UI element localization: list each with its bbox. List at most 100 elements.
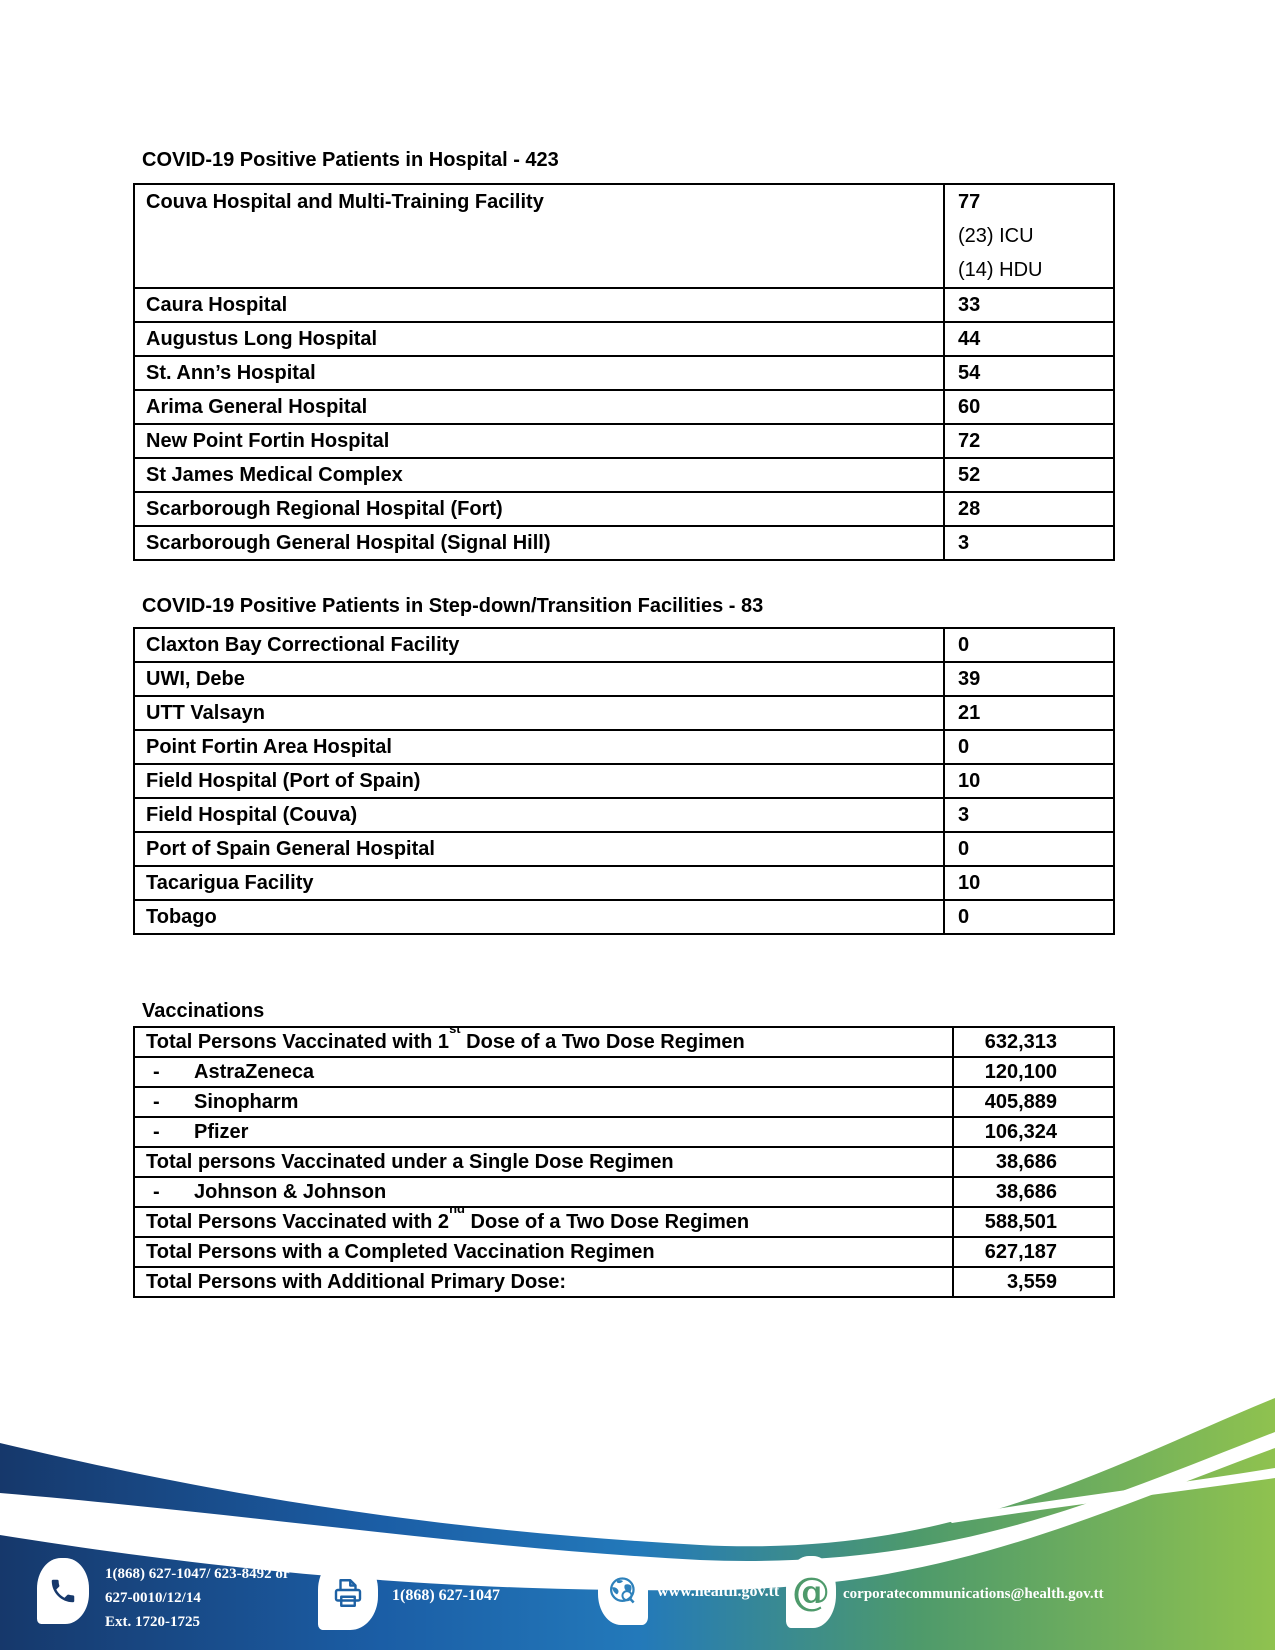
table-row: UTT Valsayn 21 <box>133 695 1115 731</box>
phone-numbers: 1(868) 627-1047/ 623-8492 or 627-0010/12… <box>105 1562 290 1634</box>
row-value: 3 <box>958 803 970 826</box>
row-value: 21 <box>958 701 981 724</box>
row-label-cell: Arima General Hospital <box>133 389 945 425</box>
row-value: 52 <box>958 463 981 486</box>
table-row: - Pfizer 106,324 <box>133 1116 1115 1148</box>
table-row: St James Medical Complex 52 <box>133 457 1115 493</box>
table-row: Caura Hospital 33 <box>133 287 1115 323</box>
row-label-cell: Tacarigua Facility <box>133 865 945 901</box>
table-row: Point Fortin Area Hospital 0 <box>133 729 1115 765</box>
table-row: Field Hospital (Port of Spain) 10 <box>133 763 1115 799</box>
row-label-cell: - Sinopharm <box>133 1086 954 1118</box>
row-label-cell: Augustus Long Hospital <box>133 321 945 357</box>
row-value: 39 <box>958 667 981 690</box>
table-row: Total Persons Vaccinated with 2nd Dose o… <box>133 1206 1115 1238</box>
email-icon: @ <box>786 1556 836 1628</box>
row-bullet: - <box>153 1090 160 1113</box>
row-label-cell: UTT Valsayn <box>133 695 945 731</box>
row-value-cell: 3 <box>943 525 1115 561</box>
table-row: Augustus Long Hospital 44 <box>133 321 1115 357</box>
row-label-cell: Total Persons with Additional Primary Do… <box>133 1266 954 1298</box>
row-value: 3,559 <box>1006 1270 1057 1293</box>
row-value-cell: 120,100 <box>952 1056 1115 1088</box>
row-label-cell: Field Hospital (Port of Spain) <box>133 763 945 799</box>
row-label-cell: St. Ann’s Hospital <box>133 355 945 391</box>
row-value-cell: 106,324 <box>952 1116 1115 1148</box>
table-row: Scarborough Regional Hospital (Fort) 28 <box>133 491 1115 527</box>
row-label-cell: - Johnson & Johnson <box>133 1176 954 1208</box>
row-label-cell: Caura Hospital <box>133 287 945 323</box>
table-row: Tobago 0 <box>133 899 1115 935</box>
vaccinations-section-heading: Vaccinations <box>142 1000 265 1022</box>
row-bullet: - <box>153 1180 160 1203</box>
vaccinations-table: Total Persons Vaccinated with 1st Dose o… <box>133 1026 1115 1298</box>
row-value-cell: 72 <box>943 423 1115 459</box>
row-value: 3 <box>958 531 970 554</box>
row-value: 0 <box>958 837 970 860</box>
row-label-cell: Port of Spain General Hospital <box>133 831 945 867</box>
stepdown-table: Claxton Bay Correctional Facility 0 UWI, D… <box>133 627 1115 935</box>
row-value-cell: 60 <box>943 389 1115 425</box>
row-label-cell: - Pfizer <box>133 1116 954 1148</box>
row-value-cell: 77 (23) ICU (14) HDU <box>943 183 1115 289</box>
globe-icon <box>598 1557 648 1625</box>
table-row: Port of Spain General Hospital 0 <box>133 831 1115 867</box>
row-value-cell: 52 <box>943 457 1115 493</box>
row-value: 38,686 <box>995 1150 1057 1173</box>
row-value: 44 <box>958 327 981 350</box>
row-value-cell: 0 <box>943 831 1115 867</box>
phone-line-2: 627-0010/12/14 <box>105 1590 201 1606</box>
row-bullet: - <box>153 1120 160 1143</box>
row-label-cell: Scarborough Regional Hospital (Fort) <box>133 491 945 527</box>
row-value: 38,686 <box>995 1180 1057 1203</box>
row-value: 627,187 <box>984 1240 1057 1263</box>
table-row: - Johnson & Johnson 38,686 <box>133 1176 1115 1208</box>
table-row: Total persons Vaccinated under a Single … <box>133 1146 1115 1178</box>
row-value-cell: 588,501 <box>952 1206 1115 1238</box>
row-label-cell: St James Medical Complex <box>133 457 945 493</box>
table-row: Claxton Bay Correctional Facility 0 <box>133 627 1115 663</box>
fax-number: 1(868) 627-1047 <box>392 1587 500 1604</box>
row-label-cell: UWI, Debe <box>133 661 945 697</box>
phone-line-3: Ext. 1720-1725 <box>105 1614 200 1630</box>
table-row: - AstraZeneca 120,100 <box>133 1056 1115 1088</box>
wave-white-sliver <box>945 1468 1275 1523</box>
row-label-cell: Claxton Bay Correctional Facility <box>133 627 945 663</box>
table-row: Field Hospital (Couva) 3 <box>133 797 1115 833</box>
row-value: 120,100 <box>984 1060 1057 1083</box>
fax-icon <box>318 1556 378 1630</box>
row-value: 632,313 <box>984 1030 1057 1053</box>
row-value: 10 <box>958 871 981 894</box>
row-value: 588,501 <box>984 1210 1057 1233</box>
table-row: Scarborough General Hospital (Signal Hil… <box>133 525 1115 561</box>
phone-line-1: 1(868) 627-1047/ 623-8492 or <box>105 1566 290 1582</box>
ordinal-superscript: st <box>449 1027 461 1036</box>
row-label-cell: Tobago <box>133 899 945 935</box>
row-value: 72 <box>958 429 981 452</box>
row-value-cell: 3 <box>943 797 1115 833</box>
document-body: COVID-19 Positive Patients in Hospital -… <box>133 148 1115 1298</box>
row-value-cell: 0 <box>943 899 1115 935</box>
row-value-cell: 632,313 <box>952 1026 1115 1058</box>
row-label-cell: New Point Fortin Hospital <box>133 423 945 459</box>
row-value-cell: 627,187 <box>952 1236 1115 1268</box>
row-value-cell: 21 <box>943 695 1115 731</box>
row-value: 28 <box>958 497 981 520</box>
row-value-cell: 0 <box>943 729 1115 765</box>
phone-icon <box>37 1558 89 1624</box>
row-value-cell: 44 <box>943 321 1115 357</box>
table-row: Total Persons Vaccinated with 1st Dose o… <box>133 1026 1115 1058</box>
row-value-cell: 38,686 <box>952 1146 1115 1178</box>
ordinal-superscript: nd <box>449 1207 465 1216</box>
table-row: Tacarigua Facility 10 <box>133 865 1115 901</box>
row-value-cell: 10 <box>943 865 1115 901</box>
row-value: 0 <box>958 735 970 758</box>
row-label-cell: Total persons Vaccinated under a Single … <box>133 1146 954 1178</box>
row-label-cell: Total Persons with a Completed Vaccinati… <box>133 1236 954 1268</box>
row-value-detail: (23) ICU <box>958 225 1034 247</box>
row-value: 54 <box>958 361 981 384</box>
table-row: Total Persons with a Completed Vaccinati… <box>133 1236 1115 1268</box>
row-value: 77 <box>958 191 981 213</box>
table-row: Couva Hospital and Multi-Training Facili… <box>133 183 1115 289</box>
row-value-cell: 39 <box>943 661 1115 697</box>
